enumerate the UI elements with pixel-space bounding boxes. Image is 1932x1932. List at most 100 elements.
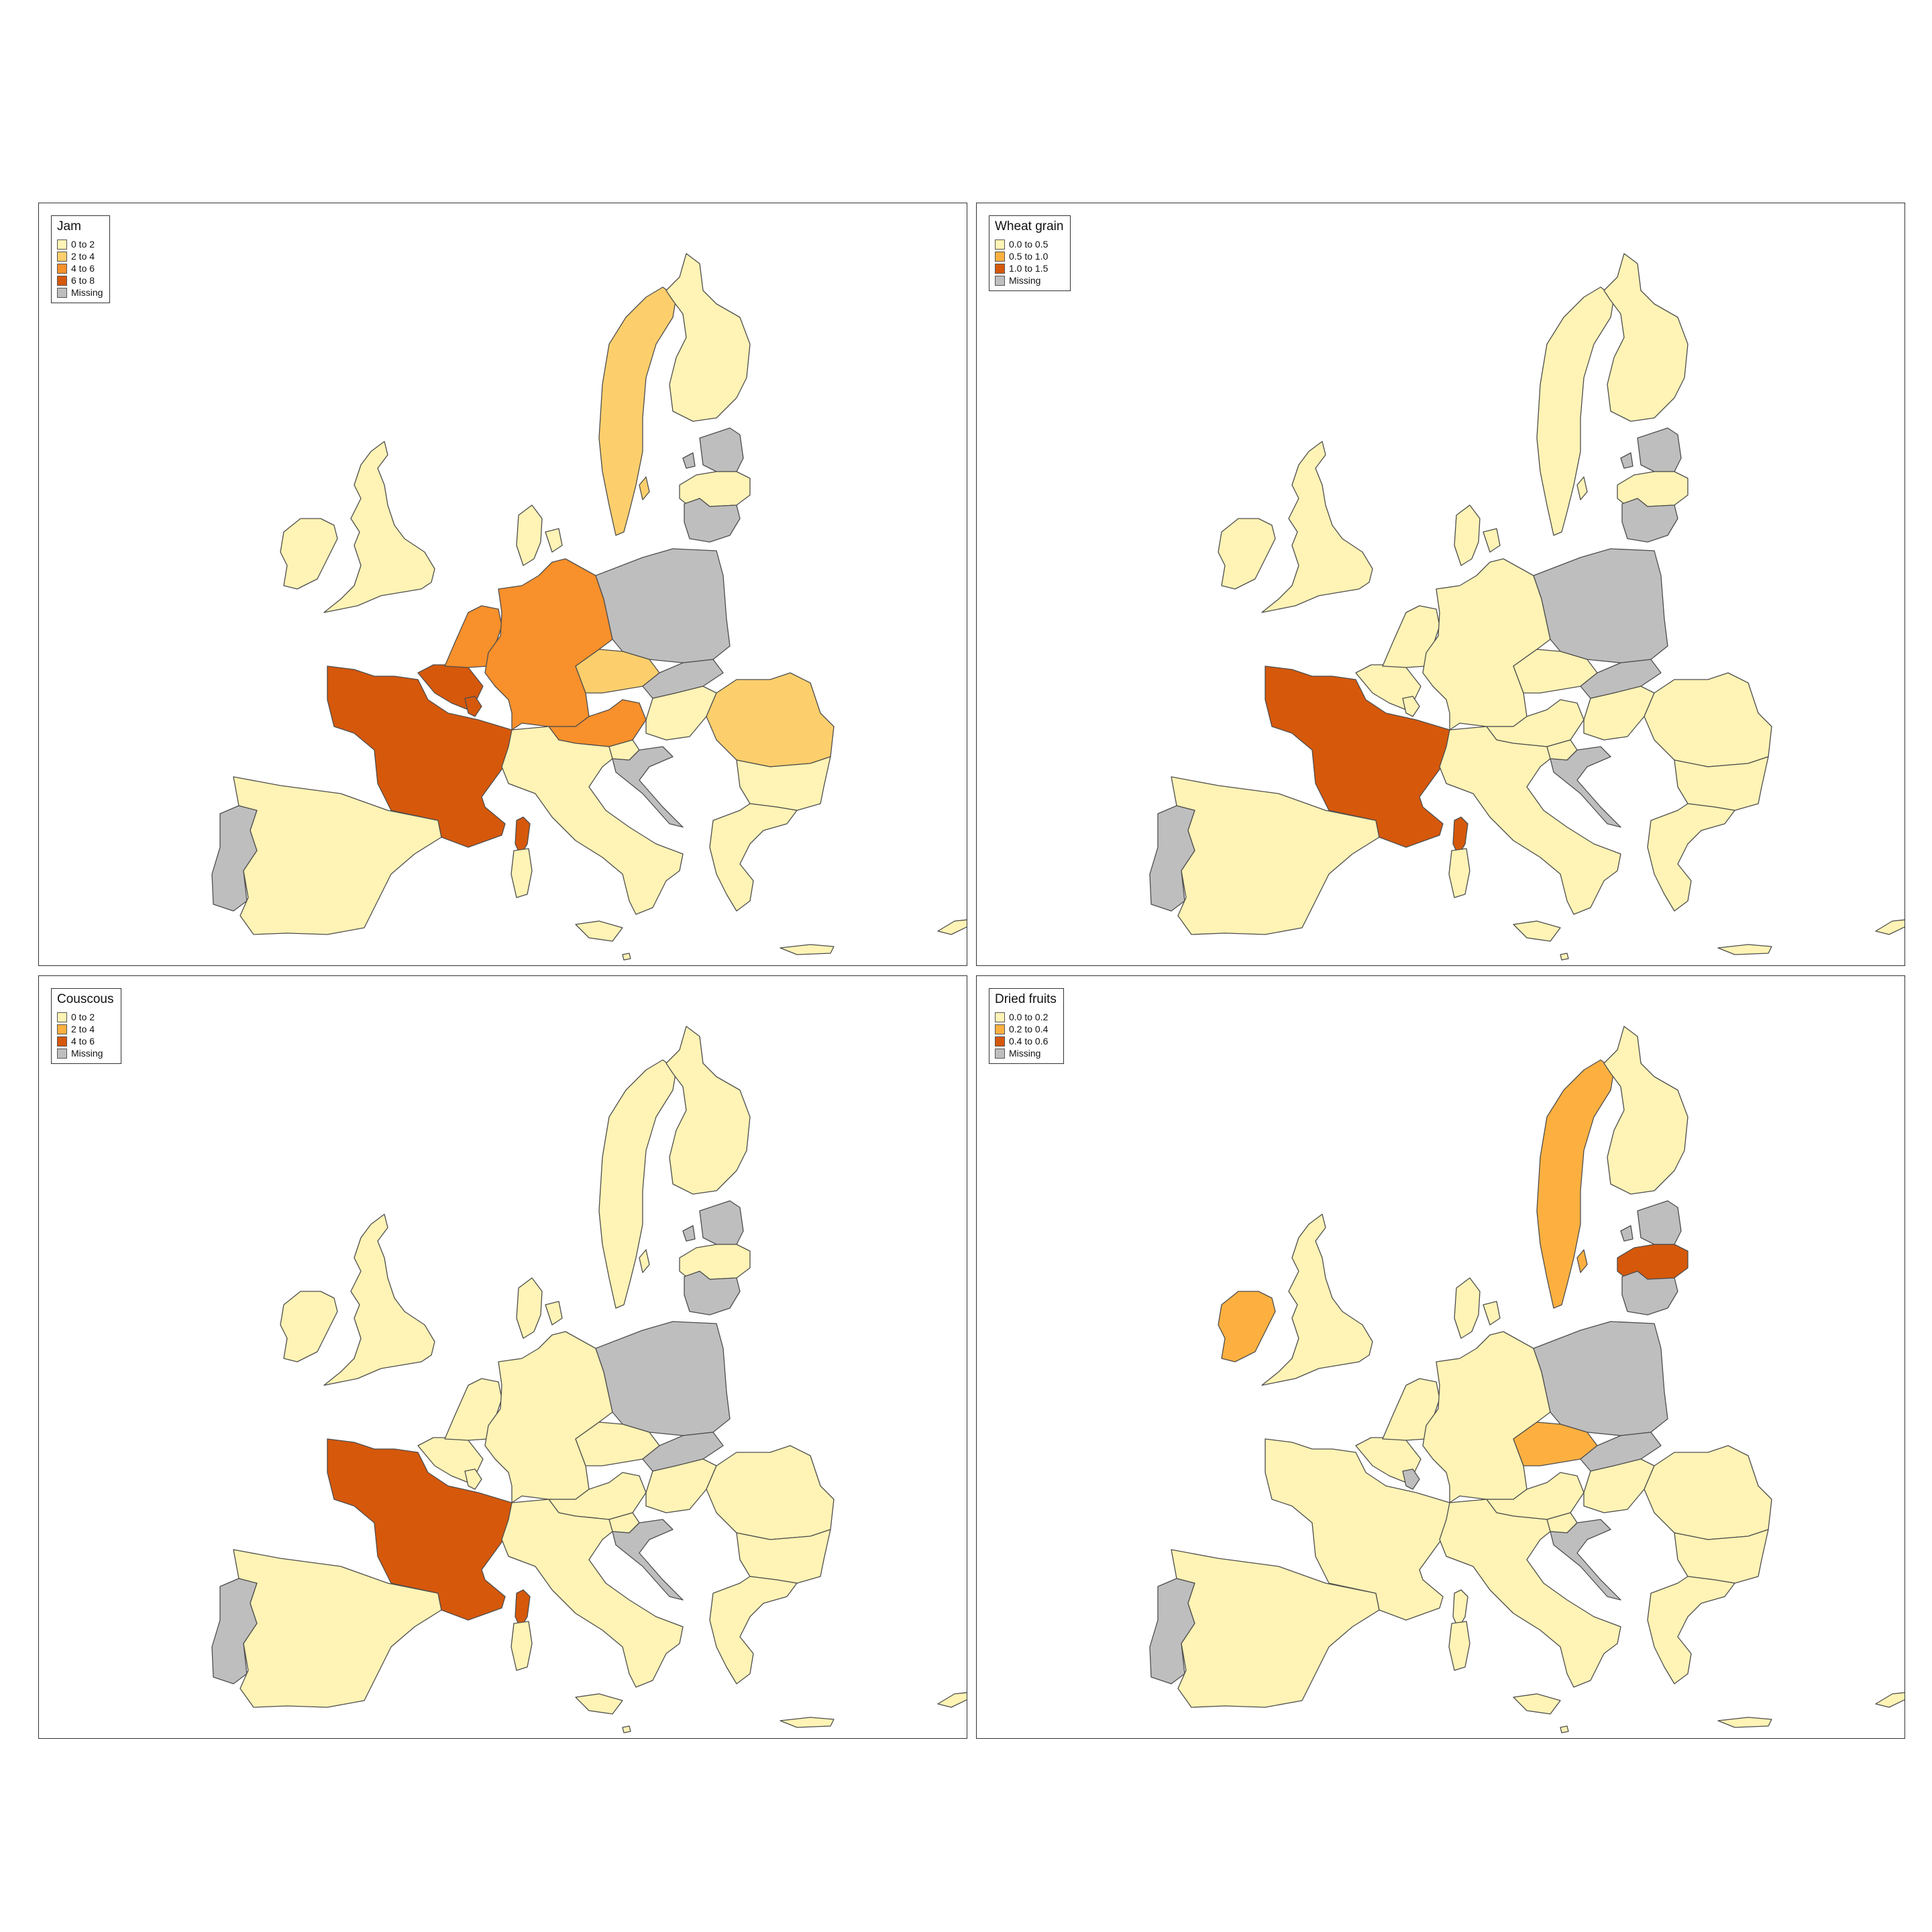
- legend-swatch: [57, 263, 67, 274]
- region-lux: [1402, 696, 1420, 717]
- region-rou: [1644, 1445, 1772, 1540]
- legend-item: 4 to 6: [57, 262, 103, 274]
- europe-map-couscous: [211, 1026, 967, 1733]
- region-cyp: [937, 1692, 967, 1708]
- legend-label: 6 to 8: [71, 275, 95, 286]
- legend-swatch: [995, 239, 1005, 250]
- legend-label: Missing: [71, 287, 103, 298]
- legend-swatch: [995, 1024, 1005, 1034]
- region-est: [682, 427, 744, 472]
- region-fra: [327, 665, 513, 848]
- legend-item: 0.2 to 0.4: [995, 1023, 1057, 1035]
- legend-title: Jam: [57, 219, 81, 233]
- region-sicily: [1513, 920, 1561, 942]
- region-lva: [679, 471, 751, 507]
- legend-swatch: [57, 1024, 67, 1034]
- region-grc: [709, 803, 798, 912]
- legend-swatch: [57, 275, 67, 286]
- legend-label: 0.2 to 0.4: [1009, 1024, 1049, 1034]
- region-dnk: [516, 504, 563, 566]
- region-mlt: [1560, 953, 1569, 961]
- legend-label: Missing: [1009, 275, 1041, 286]
- region-esp: [233, 776, 442, 935]
- region-lux: [1402, 1468, 1420, 1490]
- region-fin: [665, 253, 751, 422]
- region-hrv: [1550, 746, 1621, 828]
- legend-item: 0.4 to 0.6: [995, 1035, 1057, 1047]
- legend-item: 0.0 to 0.2: [995, 1011, 1057, 1023]
- legend-item: Missing: [57, 286, 103, 299]
- region-crete: [1717, 1717, 1772, 1728]
- region-fra: [327, 1438, 513, 1621]
- legend-title: Dried fruits: [995, 992, 1057, 1006]
- legend-swatch: [995, 1048, 1005, 1059]
- region-ltu: [1621, 498, 1678, 543]
- legend-swatch: [57, 1012, 67, 1022]
- legend-label: 0.4 to 0.6: [1009, 1036, 1049, 1046]
- region-crete: [780, 944, 835, 955]
- region-bgr: [736, 1529, 831, 1584]
- legend-item: 6 to 8: [57, 274, 103, 286]
- region-crete: [780, 1717, 835, 1728]
- region-ltu: [1621, 1271, 1678, 1316]
- legend-label: 2 to 4: [71, 251, 95, 262]
- region-pol: [1533, 548, 1668, 663]
- region-irl: [280, 1291, 338, 1362]
- region-rou: [706, 672, 835, 767]
- legend-swatch: [995, 263, 1005, 274]
- region-corsica: [515, 816, 531, 856]
- region-corsica: [1452, 1589, 1468, 1629]
- region-gbr: [1261, 1214, 1373, 1386]
- legend-label: 4 to 6: [71, 1036, 95, 1046]
- region-est: [1620, 1200, 1682, 1245]
- region-dnk: [1454, 504, 1501, 566]
- region-gotland: [1576, 1249, 1588, 1273]
- region-gotland: [1576, 476, 1588, 500]
- region-cyp: [1875, 919, 1904, 935]
- region-mlt: [622, 953, 631, 961]
- legend-item: 0 to 2: [57, 238, 103, 250]
- region-gbr: [1261, 441, 1373, 613]
- region-esp: [233, 1549, 442, 1708]
- region-irl: [1218, 1291, 1276, 1362]
- region-sardinia: [1448, 1621, 1470, 1671]
- legend-label: Missing: [1009, 1048, 1041, 1059]
- legend-item: Missing: [995, 274, 1063, 286]
- region-ltu: [684, 498, 741, 543]
- region-sardinia: [511, 1621, 533, 1671]
- region-dnk: [516, 1277, 563, 1339]
- region-swe: [598, 286, 677, 536]
- legend-item: Missing: [995, 1047, 1057, 1059]
- region-ita: [1439, 726, 1621, 915]
- region-nld: [444, 605, 502, 668]
- legend-label: 0.5 to 1.0: [1009, 251, 1049, 262]
- map-panel-couscous: Couscous 0 to 2 2 to 4 4 to 6 Missing: [38, 975, 967, 1739]
- region-lux: [464, 1468, 482, 1490]
- region-hrv: [612, 746, 684, 828]
- map-panel-dried-fruits: Dried fruits 0.0 to 0.2 0.2 to 0.4 0.4 to …: [976, 975, 1905, 1739]
- legend-label: Missing: [71, 1048, 103, 1059]
- legend-swatch: [57, 287, 67, 298]
- legend-item: Missing: [57, 1047, 114, 1059]
- region-est: [682, 1200, 744, 1245]
- region-nld: [444, 1378, 502, 1441]
- region-grc: [1647, 1576, 1735, 1684]
- legend-label: 0 to 2: [71, 239, 95, 250]
- region-deu: [1422, 558, 1551, 731]
- legend-swatch: [995, 1012, 1005, 1022]
- region-irl: [280, 518, 338, 590]
- legend-swatch: [57, 1036, 67, 1046]
- legend-item: 4 to 6: [57, 1035, 114, 1047]
- legend-item: 0.5 to 1.0: [995, 250, 1063, 262]
- legend-label: 2 to 4: [71, 1024, 95, 1034]
- region-gbr: [323, 441, 435, 613]
- legend-couscous: Couscous 0 to 2 2 to 4 4 to 6 Missing: [51, 988, 121, 1064]
- region-crete: [1717, 944, 1772, 955]
- region-corsica: [1452, 816, 1468, 856]
- legend-swatch: [995, 275, 1005, 286]
- legend-swatch: [57, 251, 67, 262]
- region-swe: [1536, 1059, 1615, 1309]
- region-gbr: [323, 1214, 435, 1386]
- region-swe: [1536, 286, 1615, 536]
